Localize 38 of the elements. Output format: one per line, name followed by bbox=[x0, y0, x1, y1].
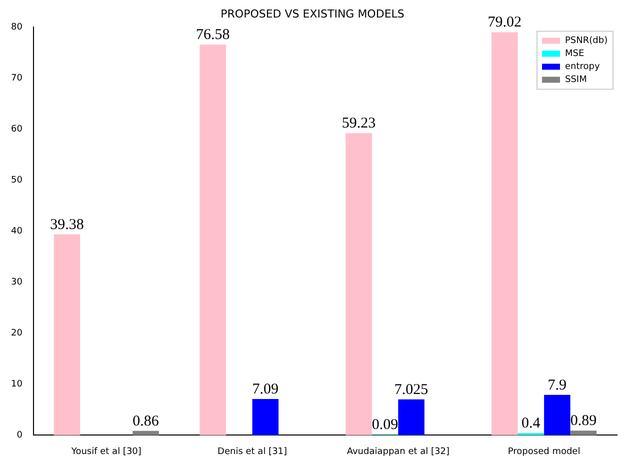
legend-label: entropy bbox=[565, 62, 600, 72]
y-tick-label: 40 bbox=[11, 226, 23, 237]
bar bbox=[346, 133, 372, 436]
bar bbox=[492, 32, 518, 436]
data-label: 59.23 bbox=[342, 116, 376, 132]
legend-label: PSNR(db) bbox=[565, 36, 608, 46]
y-tick-label: 70 bbox=[11, 74, 23, 84]
bar bbox=[200, 44, 226, 436]
data-label: 0.09 bbox=[372, 417, 398, 434]
legend-label: MSE bbox=[565, 49, 584, 60]
y-tick-label: 60 bbox=[11, 124, 23, 135]
y-tick-label: 30 bbox=[11, 278, 23, 288]
bar bbox=[54, 234, 80, 436]
data-label: 7.025 bbox=[394, 382, 428, 398]
chart-title: PROPOSED VS EXISTING MODELS bbox=[220, 7, 404, 20]
data-label: 7.9 bbox=[548, 377, 567, 394]
y-tick-label: 50 bbox=[11, 176, 23, 186]
bar bbox=[252, 399, 279, 436]
data-label: 76.58 bbox=[196, 27, 230, 44]
data-label: 79.02 bbox=[488, 14, 522, 31]
data-label: 7.09 bbox=[252, 381, 279, 398]
data-label: 0.4 bbox=[522, 416, 541, 432]
x-tick-label: Avudaiappan et al [32] bbox=[346, 446, 450, 457]
y-tick-label: 20 bbox=[11, 328, 23, 339]
bar bbox=[132, 430, 159, 436]
x-tick-label: Denis et al [31] bbox=[218, 446, 288, 457]
y-tick-label: 0 bbox=[16, 430, 23, 441]
x-tick-label: Yousif et al [30] bbox=[70, 446, 142, 457]
data-label: 39.38 bbox=[50, 216, 84, 233]
bar bbox=[544, 394, 570, 436]
y-tick-label: 10 bbox=[11, 380, 23, 390]
bar bbox=[398, 399, 424, 436]
bar bbox=[570, 430, 597, 436]
y-tick-label: 80 bbox=[11, 22, 23, 33]
legend-label: SSIM bbox=[565, 75, 587, 86]
data-label: 0.86 bbox=[132, 413, 160, 430]
data-label: 0.89 bbox=[570, 413, 597, 430]
x-tick-label: Proposed model bbox=[508, 446, 580, 457]
